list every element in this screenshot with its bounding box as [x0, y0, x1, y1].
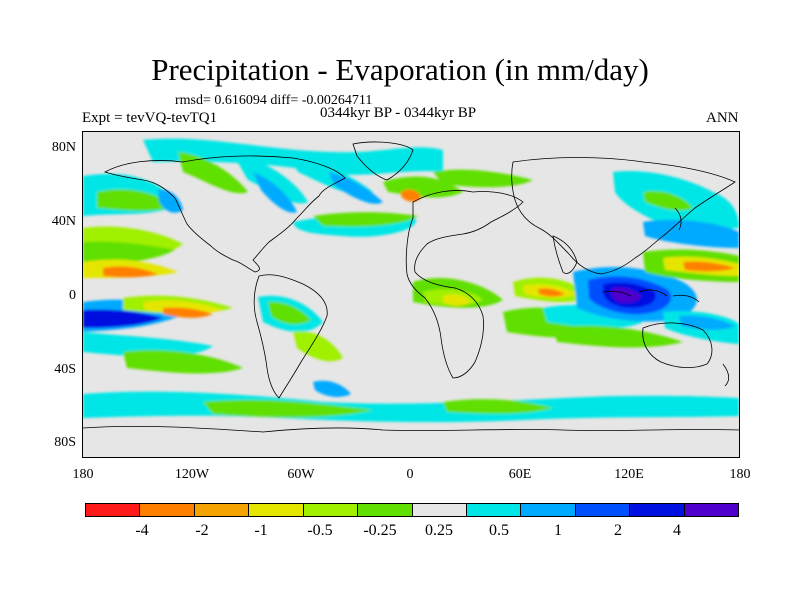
lat-label: 0 [69, 288, 76, 303]
colorbar-swatch [358, 504, 413, 516]
lon-label: 180 [729, 467, 751, 482]
statistics-label: rmsd= 0.616094 diff= -0.00264711 [175, 93, 373, 108]
colorbar-swatch [303, 504, 359, 516]
season-label: ANN [706, 110, 739, 126]
colorbar-swatch [630, 504, 685, 516]
map-title: Precipitation - Evaporation (in mm/day) [151, 52, 649, 87]
colorbar-swatch [86, 504, 141, 516]
lat-label: 80N [51, 140, 76, 155]
lon-label: 120W [174, 467, 210, 482]
colorbar-label: -0.25 [363, 522, 397, 539]
colorbar-label: -4 [135, 522, 149, 539]
colorbar-label: 2 [614, 522, 622, 539]
world-map [82, 132, 740, 457]
colorbar-label: 1 [554, 522, 562, 539]
colorbar-swatch [466, 504, 522, 516]
field-patches [83, 138, 739, 423]
colorbar-swatch [684, 504, 739, 516]
colorbar-swatch [575, 504, 631, 516]
colorbar-label: 4 [673, 522, 681, 539]
lat-label: 80S [54, 435, 76, 450]
colorbar-label: 0.25 [425, 522, 453, 539]
colorbar-swatch [140, 504, 195, 516]
colorbar-swatch [194, 504, 250, 516]
lat-label: 40S [54, 362, 76, 377]
coastlines [82, 141, 740, 433]
colorbar-swatch [249, 504, 304, 516]
lon-label: 60E [508, 467, 532, 482]
colorbar [85, 503, 739, 517]
colorbar-label: -1 [254, 522, 268, 539]
lon-label: 60W [287, 467, 315, 482]
lon-label: 0 [406, 467, 414, 482]
colorbar-swatch [412, 504, 467, 516]
colorbar-label: -2 [195, 522, 209, 539]
lat-label: 40N [51, 214, 76, 229]
colorbar-label: 0.5 [489, 522, 509, 539]
experiment-label: Expt = tevVQ-tevTQ1 [82, 110, 218, 126]
colorbar-swatch [521, 504, 576, 516]
period-label: 0344kyr BP - 0344kyr BP [320, 105, 477, 121]
colorbar-label: -0.5 [307, 522, 333, 539]
lon-label: 120E [614, 467, 644, 482]
lon-label: 180 [72, 467, 94, 482]
map-panel [82, 131, 740, 458]
